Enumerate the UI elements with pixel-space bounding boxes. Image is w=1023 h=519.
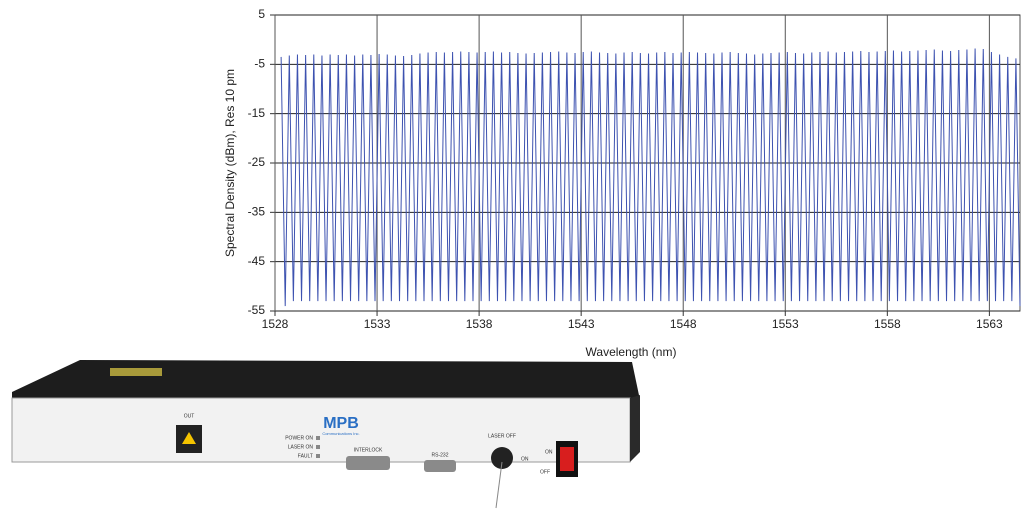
y-tick-label: -15 <box>248 106 266 120</box>
led-label: LASER ON <box>288 444 314 450</box>
power-switch-rocker <box>560 447 574 471</box>
switch-on-label: ON <box>545 449 553 455</box>
y-tick-label: -45 <box>248 254 266 268</box>
x-tick-label: 1558 <box>874 317 901 331</box>
company: Communications Inc. <box>322 431 359 436</box>
device-side <box>630 395 640 462</box>
y-tick-label: -5 <box>254 57 265 71</box>
key <box>495 461 503 509</box>
logo: MPB <box>323 415 359 432</box>
y-axis-label: Spectral Density (dBm), Res 10 pm <box>223 69 237 257</box>
x-tick-label: 1548 <box>670 317 697 331</box>
x-tick-label: 1528 <box>262 317 289 331</box>
led <box>316 454 320 458</box>
device-photo: OUT MPB Communications Inc. POWER ON LAS… <box>11 360 640 509</box>
key-switch <box>491 447 513 469</box>
y-tick-label: -35 <box>248 205 266 219</box>
key-on-label: ON <box>521 456 529 462</box>
spectrum-line <box>280 48 1021 307</box>
led-label: POWER ON <box>285 435 313 441</box>
interlock-label: INTERLOCK <box>354 447 383 453</box>
x-tick-label: 1533 <box>364 317 391 331</box>
x-tick-label: 1563 <box>976 317 1003 331</box>
front-panel <box>11 397 631 463</box>
rs232-label: RS-232 <box>432 452 449 458</box>
y-tick-label: -25 <box>248 155 266 169</box>
laser-off-label: LASER OFF <box>488 433 516 439</box>
out-label: OUT <box>184 413 195 419</box>
laser-warning <box>182 432 196 444</box>
led <box>316 445 320 449</box>
x-tick-label: 1543 <box>568 317 595 331</box>
led-label: FAULT <box>298 453 313 459</box>
x-tick-label: 1538 <box>466 317 493 331</box>
y-tick-label: 5 <box>258 7 265 21</box>
x-tick-label: 1553 <box>772 317 799 331</box>
y-tick-label: -55 <box>248 303 266 317</box>
label-sticker <box>110 368 162 376</box>
rs232-port <box>424 460 456 472</box>
led <box>316 436 320 440</box>
x-axis-label: Wavelength (nm) <box>586 345 677 359</box>
switch-off-label: OFF <box>540 469 550 475</box>
interlock-port <box>346 456 390 470</box>
